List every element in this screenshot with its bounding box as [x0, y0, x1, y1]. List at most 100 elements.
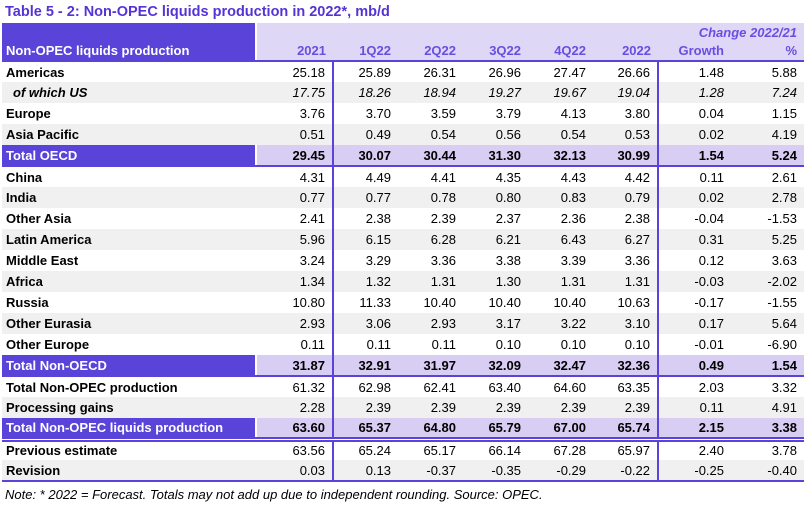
cell-2021: 63.60: [256, 418, 334, 442]
cell-4q22: 0.54: [528, 124, 593, 145]
cell-3q22: 10.40: [488, 295, 521, 310]
cell-2q22: 3.36: [430, 253, 456, 268]
corner-header: Non-OPEC liquids production: [2, 23, 257, 62]
table-row: Total Non-OPEC production 61.32 62.98 62.41…: [2, 376, 804, 397]
cell-%: -1.53: [767, 211, 797, 226]
cell-2022: 3.36: [593, 250, 659, 271]
column-header-2021: 2021: [256, 41, 333, 62]
table-row: Europe 3.76 3.70 3.59 3.79 4.13 3.80 0.04 1.15: [2, 103, 804, 124]
cell-2022: 0.79: [593, 187, 659, 208]
cell-2q22: 10.40: [423, 295, 456, 310]
table-row: of which US 17.75 18.26 18.94 19.27 19.67 19.0…: [2, 82, 804, 103]
cell-2q22: 0.11: [431, 337, 456, 352]
cell-growth: 2.40: [698, 443, 724, 459]
table-row: Total Non-OECD 31.87 32.91 31.97 32.09 32.47 3…: [2, 355, 804, 377]
column-header-2q22: 2Q22: [398, 41, 463, 62]
change-2022-21-header: Change 2022/21: [658, 23, 804, 41]
cell-1q22: 11.33: [359, 295, 391, 310]
cell-3q22: 0.56: [463, 124, 528, 145]
cell-1q22: 2.38: [365, 211, 391, 226]
cell-%: -6.90: [767, 337, 797, 352]
row-label: Processing gains: [2, 397, 256, 418]
cell-4q22: 64.60: [553, 379, 586, 395]
cell-2022: 65.74: [593, 418, 659, 442]
row-label: Revision: [2, 460, 256, 482]
cell-%: -2.02: [731, 271, 804, 292]
table-title: Table 5 - 2: Non-OPEC liquids production…: [5, 4, 390, 20]
cell-4q22: 67.00: [528, 418, 593, 442]
table-row: Other Europe 0.11 0.11 0.11 0.10 0.10 0.10 -0.0…: [2, 334, 804, 355]
cell-3q22: 65.79: [463, 418, 528, 442]
cell-1q22: 3.06: [333, 313, 398, 334]
cell-growth: -0.01: [694, 337, 724, 352]
cell-1q22: 1.32: [333, 271, 398, 292]
cell-4q22: 2.36: [560, 211, 586, 226]
cell-2021: 0.51: [256, 124, 334, 145]
row-label: Total Non-OPEC production: [6, 379, 178, 395]
column-header-4q22: 4Q22: [528, 41, 593, 62]
cell-2q22: 31.97: [398, 355, 463, 377]
cell-2022: 30.99: [593, 145, 659, 167]
cell-%: 3.38: [731, 418, 804, 442]
row-label: Latin America: [2, 229, 256, 250]
cell-2022: 32.36: [593, 355, 659, 377]
cell-%: 2.61: [771, 169, 797, 185]
cell-1q22: 62.98: [358, 379, 391, 395]
cell-growth: 0.02: [658, 187, 731, 208]
cell-2022: -0.22: [593, 460, 659, 482]
cell-2022: 0.10: [593, 334, 659, 355]
cell-2021: 5.96: [256, 229, 334, 250]
cell-1q22: 30.07: [333, 145, 398, 167]
cell-3q22: 66.14: [488, 443, 521, 459]
column-header-growth: Growth: [658, 41, 731, 62]
cell-1q22: 2.39: [333, 397, 398, 418]
cell-growth: 1.54: [658, 145, 731, 167]
cell-%: 4.91: [731, 397, 804, 418]
cell-2021: 3.76: [256, 103, 334, 124]
row-label: Asia Pacific: [2, 124, 256, 145]
cell-growth: 1.28: [658, 82, 731, 103]
cell-2021: 4.31: [256, 166, 334, 187]
cell-3q22: 19.27: [463, 82, 528, 103]
cell-2022: 2.39: [593, 397, 659, 418]
cell-3q22: 26.96: [488, 64, 521, 80]
row-label: Americas: [6, 64, 65, 80]
cell-2q22: 0.78: [398, 187, 463, 208]
cell-%: -1.55: [767, 295, 797, 310]
cell-%: 3.78: [771, 443, 797, 459]
cell-1q22: 0.11: [366, 337, 391, 352]
cell-2q22: 0.54: [398, 124, 463, 145]
table-row: Middle East 3.24 3.29 3.36 3.38 3.39 3.36 0.12 3…: [2, 250, 804, 271]
table-row: Other Eurasia 2.93 3.06 2.93 3.17 3.22 3.10 0.1…: [2, 313, 804, 334]
row-label: Other Europe: [6, 337, 90, 352]
cell-%: 7.24: [731, 82, 804, 103]
cell-1q22: 32.91: [333, 355, 398, 377]
cell-4q22: 0.83: [528, 187, 593, 208]
cell-2021: 63.56: [256, 439, 334, 460]
cell-%: 5.25: [731, 229, 804, 250]
cell-4q22: 2.39: [528, 397, 593, 418]
cell-%: 3.63: [771, 253, 797, 268]
cell-growth: 0.11: [699, 169, 724, 185]
cell-%: 5.88: [771, 64, 797, 80]
row-label: Previous estimate: [6, 443, 118, 459]
cell-4q22: 32.47: [528, 355, 593, 377]
cell-2022: 63.35: [593, 376, 659, 397]
cell-growth: 0.31: [658, 229, 731, 250]
cell-2021: 2.93: [256, 313, 334, 334]
cell-2021: 17.75: [256, 82, 334, 103]
table-row: India 0.77 0.77 0.78 0.80 0.83 0.79 0.02 2.78: [2, 187, 804, 208]
cell-3q22: -0.35: [463, 460, 528, 482]
row-label: India: [2, 187, 256, 208]
cell-growth: 2.15: [658, 418, 731, 442]
cell-growth: -0.03: [658, 271, 731, 292]
cell-1q22: 3.70: [365, 106, 391, 121]
row-label: Other Asia: [6, 211, 72, 226]
cell-growth: 0.12: [698, 253, 724, 268]
column-header-2022: 2022: [593, 41, 658, 62]
cell-1q22: 6.15: [333, 229, 398, 250]
cell-3q22: 6.21: [463, 229, 528, 250]
row-label: Russia: [6, 295, 49, 310]
cell-4q22: 67.28: [553, 443, 586, 459]
cell-2q22: 6.28: [398, 229, 463, 250]
